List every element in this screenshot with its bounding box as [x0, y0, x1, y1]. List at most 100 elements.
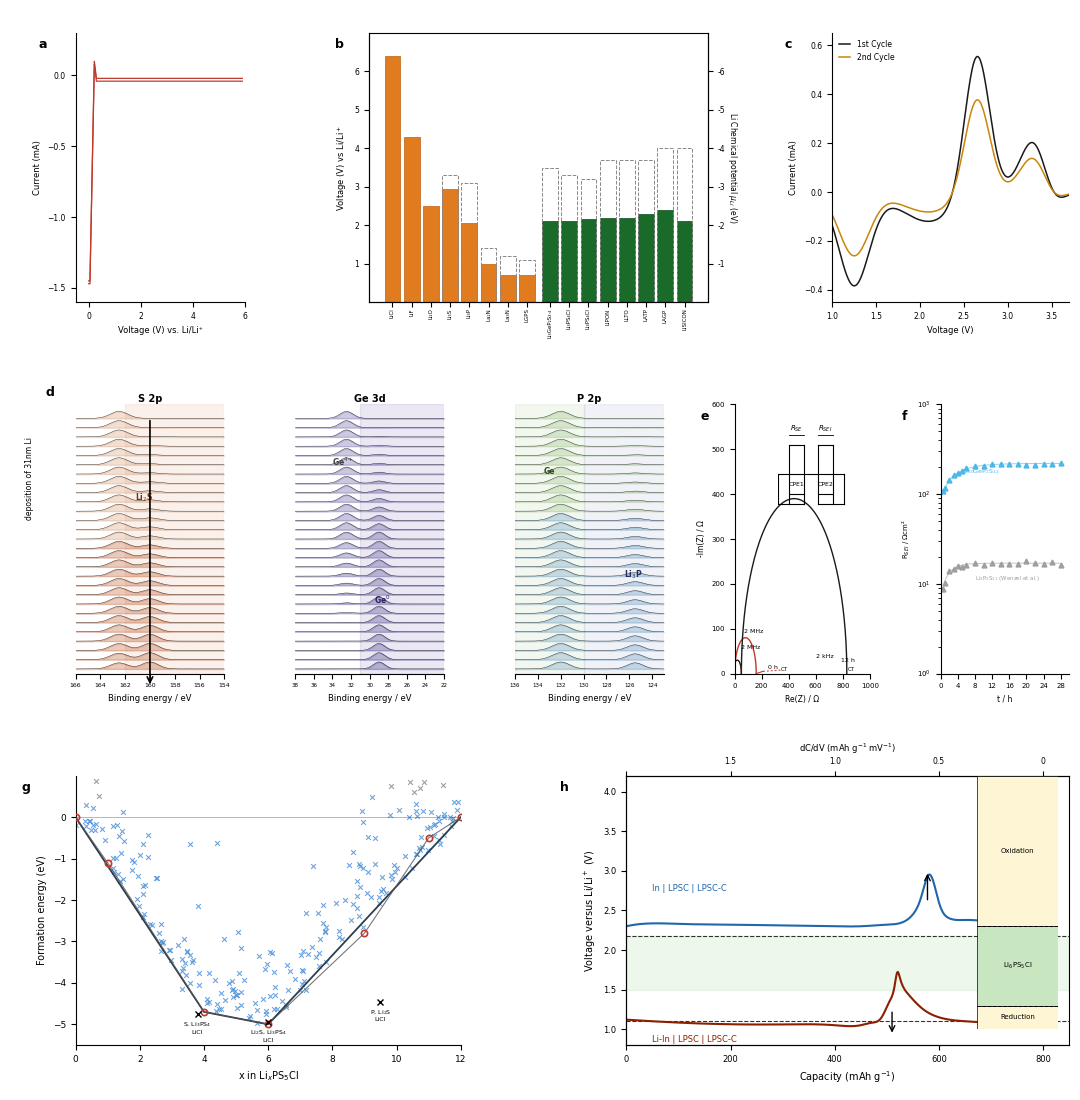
Point	[400, 807, 417, 825]
Point	[208, 996, 226, 1013]
Point	[430, 812, 447, 829]
Point	[248, 1014, 266, 1032]
Point	[370, 889, 388, 906]
Bar	[638, 160, 654, 302]
Point	[248, 1001, 266, 1019]
Point	[345, 844, 362, 861]
Bar	[519, 275, 535, 302]
Point	[206, 971, 224, 989]
Y-axis label: Current (mA): Current (mA)	[32, 140, 42, 195]
Point	[294, 943, 311, 960]
Text: f: f	[902, 410, 908, 422]
Bar	[581, 179, 596, 302]
X-axis label: Re(Z) / Ω: Re(Z) / Ω	[785, 695, 820, 704]
Point	[110, 827, 127, 845]
Bar	[384, 56, 401, 302]
Point	[366, 829, 383, 847]
Point	[293, 976, 310, 993]
Point	[208, 834, 226, 851]
Bar	[481, 264, 497, 303]
Y-axis label: -Im(Z) / Ω: -Im(Z) / Ω	[697, 520, 706, 558]
Text: 0 h: 0 h	[768, 666, 778, 670]
Point	[363, 789, 380, 806]
Point	[212, 1000, 229, 1018]
Bar	[461, 223, 477, 302]
Point	[162, 940, 179, 958]
Point	[350, 908, 367, 925]
Bar	[638, 213, 654, 302]
Point	[251, 947, 268, 965]
Point	[227, 982, 244, 1000]
Text: P, Li$_2$S
LiCl: P, Li$_2$S LiCl	[369, 1008, 391, 1022]
Point	[310, 957, 327, 975]
Point	[211, 1000, 228, 1018]
Point	[76, 813, 93, 830]
Point	[348, 872, 365, 890]
Point	[426, 816, 443, 834]
Bar	[658, 210, 673, 302]
Bar	[125, 405, 225, 673]
Point	[262, 944, 280, 961]
Point	[230, 965, 247, 982]
Point	[86, 822, 104, 839]
Text: Ge: Ge	[543, 468, 555, 476]
Point	[216, 931, 233, 948]
Point	[87, 816, 105, 834]
Point	[435, 808, 453, 826]
Point	[200, 964, 217, 981]
Point	[222, 972, 240, 990]
Text: Li-In | LPSC | LPSC-C: Li-In | LPSC | LPSC-C	[652, 1035, 738, 1044]
X-axis label: dC/dV (mAh g$^{-1}$ mV$^{-1}$): dC/dV (mAh g$^{-1}$ mV$^{-1}$)	[799, 741, 896, 756]
Text: Li$_2$S: Li$_2$S	[135, 491, 153, 504]
Text: 2 MHz: 2 MHz	[744, 629, 764, 635]
Point	[135, 905, 152, 923]
Point	[292, 981, 309, 999]
Text: Reduction: Reduction	[1000, 1014, 1036, 1021]
Point	[77, 817, 94, 835]
Point	[257, 1002, 274, 1020]
Point	[303, 938, 321, 956]
Point	[436, 827, 454, 845]
Title: S 2p: S 2p	[138, 394, 162, 404]
Point	[366, 856, 383, 873]
Bar	[599, 218, 616, 302]
Point	[84, 816, 102, 834]
Point	[336, 891, 353, 909]
Point	[309, 904, 326, 922]
Point	[396, 847, 414, 865]
Point	[405, 783, 422, 801]
Point	[178, 944, 195, 961]
Point	[292, 946, 309, 964]
Point	[67, 816, 84, 834]
Bar	[581, 220, 596, 302]
Point	[422, 804, 440, 822]
Point	[407, 795, 424, 813]
Bar	[658, 148, 673, 302]
Point	[232, 997, 249, 1014]
Bar	[562, 221, 577, 302]
Point	[408, 845, 426, 862]
Point	[419, 842, 436, 859]
Point	[287, 970, 305, 988]
Point	[340, 856, 357, 873]
Point	[91, 788, 108, 805]
Point	[177, 955, 194, 972]
Point	[354, 813, 372, 830]
Point	[269, 1001, 286, 1019]
Point	[330, 928, 348, 946]
Text: CT: CT	[781, 668, 787, 672]
Point	[184, 952, 201, 969]
Point	[152, 915, 170, 933]
Point	[233, 983, 251, 1001]
Point	[108, 816, 125, 834]
Bar	[519, 260, 535, 302]
Bar	[542, 167, 558, 302]
Point	[105, 849, 122, 867]
Point	[82, 821, 99, 838]
Point	[390, 802, 407, 820]
Point	[294, 961, 311, 979]
Point	[96, 830, 113, 848]
Point	[181, 946, 199, 964]
Point	[258, 955, 275, 972]
Point	[267, 987, 284, 1004]
